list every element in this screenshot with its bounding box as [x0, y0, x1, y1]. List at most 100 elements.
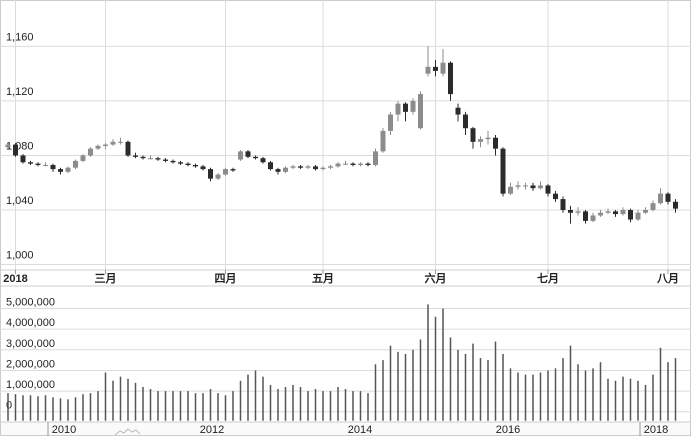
volume-bar [194, 393, 197, 421]
volume-bar [592, 368, 594, 421]
volume-bar [622, 376, 624, 421]
candle-body [260, 158, 266, 163]
candle-body [568, 210, 573, 213]
volume-bar [517, 372, 519, 421]
volume-bar [149, 389, 152, 421]
volume-bar [239, 380, 242, 421]
x-tick-label: 八月 [656, 272, 679, 285]
candle-body [635, 212, 641, 220]
volume-bar [637, 380, 639, 421]
y-tick-label: 1,160 [6, 31, 34, 43]
volume-bar [82, 394, 84, 421]
volume-bar [67, 399, 69, 421]
volume-bar [419, 339, 422, 421]
volume-bar [487, 360, 489, 421]
volume-bar [539, 372, 542, 421]
candle-body [380, 130, 386, 152]
volume-bar [614, 380, 617, 421]
volume-bar [599, 362, 602, 421]
navigator-label: 2016 [496, 424, 520, 436]
candle-body [575, 211, 581, 213]
candle-body [665, 193, 671, 202]
candle-body [523, 185, 528, 187]
volume-bar [29, 395, 32, 421]
navigator [0, 421, 691, 436]
volume-bar [22, 395, 24, 421]
volume-bar [314, 389, 317, 421]
x-tick-label: 七月 [537, 271, 559, 285]
volume-bar [532, 374, 534, 421]
candle-body [163, 159, 168, 161]
candle-body [95, 145, 101, 149]
x-tick-label: 六月 [425, 271, 447, 285]
volume-bar [44, 395, 47, 421]
volume-bar [472, 343, 474, 421]
volume-bar [7, 393, 9, 421]
candle-body [335, 163, 341, 167]
candle-body [193, 165, 198, 167]
volume-bar [134, 382, 137, 421]
candle-body [103, 144, 108, 146]
candle-body [88, 148, 93, 156]
volume-bar [142, 386, 144, 421]
candle-body [28, 162, 33, 164]
candle-body [365, 163, 371, 165]
navigator-trace [114, 428, 141, 436]
candle-body [425, 66, 431, 74]
volume-bar [427, 304, 429, 421]
candle-body [395, 103, 401, 115]
volume-bar [254, 370, 257, 421]
candle-body [545, 185, 551, 194]
volume-bar [607, 378, 609, 421]
candle-body [538, 185, 543, 189]
volume-bar [659, 347, 662, 421]
y-tick-label: 1,040 [6, 195, 34, 207]
candle-body [320, 167, 326, 170]
volume-bar [382, 360, 384, 421]
candle-body [290, 166, 296, 168]
volume-bar [434, 316, 437, 421]
candle-body [560, 199, 566, 210]
candle-body [230, 169, 236, 171]
volume-bar [674, 358, 677, 421]
volume-bar [524, 374, 527, 421]
y-tick-label: 0 [6, 400, 12, 412]
y-tick-label: 1,000 [6, 250, 34, 262]
candle-body [463, 114, 468, 129]
candle-body [455, 107, 461, 115]
volume-bar [232, 391, 234, 421]
volume-bar [584, 370, 587, 421]
candle-body [388, 114, 393, 131]
candle-body [268, 162, 273, 170]
candle-body [155, 158, 161, 160]
candle-body [485, 137, 491, 140]
volume-bar [119, 376, 122, 421]
volume-bar [479, 358, 482, 421]
candle-body [238, 151, 243, 160]
y-tick-label: 5,000,000 [6, 297, 55, 309]
x-tick-label: 五月 [312, 272, 334, 285]
volume-bar [464, 353, 467, 421]
volume-bar [59, 398, 62, 421]
candle-body [598, 212, 603, 216]
candle-body [200, 166, 206, 170]
volume-bar [104, 372, 107, 421]
volume-bar [247, 374, 249, 421]
volume-bar [457, 349, 459, 421]
candle-body [418, 94, 423, 129]
candle-body [328, 166, 333, 168]
candle-body [470, 128, 476, 142]
candle-body [350, 163, 356, 165]
navigator-label: 2018 [644, 424, 668, 436]
candle-body [5, 144, 11, 148]
volume-bar [262, 376, 264, 421]
candle-body [58, 169, 63, 172]
candle-body [590, 215, 596, 221]
volume-bar [157, 391, 159, 421]
candle-body [440, 62, 446, 74]
volume-bar [629, 378, 632, 421]
volume-bar [442, 308, 444, 421]
volume-bar [224, 395, 227, 421]
volume-bar [547, 370, 549, 421]
